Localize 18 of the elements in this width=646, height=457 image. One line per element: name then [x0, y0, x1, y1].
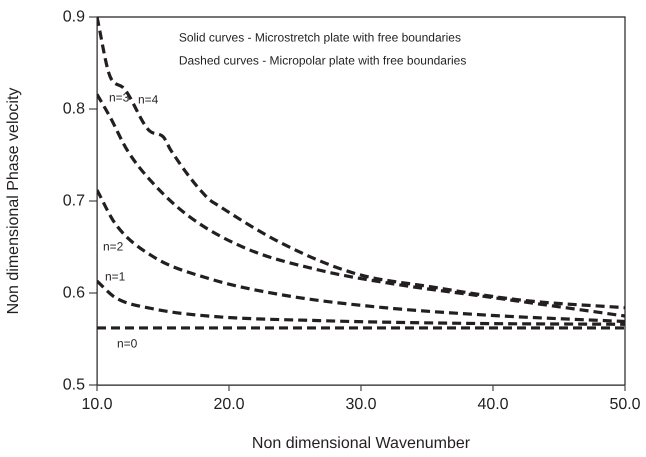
y-tick-label: 0.7: [62, 192, 86, 210]
annotation: Solid curves - Microstretch plate with free boundaries: [178, 30, 461, 44]
series-label: n=0: [117, 336, 138, 350]
y-tick-label: 0.5: [62, 376, 86, 394]
annotation: Dashed curves - Micropolar plate with free boundaries: [178, 53, 466, 68]
x-tick-label: 40.0: [477, 396, 509, 414]
series-label: n=1: [105, 269, 126, 284]
x-tick-label: 50.0: [609, 396, 641, 414]
x-tick-label: 30.0: [345, 396, 377, 414]
y-tick-label: 0.6: [62, 284, 86, 302]
x-tick-label: 10.0: [81, 396, 113, 414]
series-label: n=2: [103, 239, 124, 254]
y-tick-label: 0.8: [62, 100, 86, 118]
series-label: n=4: [138, 92, 159, 106]
y-axis-title: Non dimensional Phase velocity: [5, 88, 22, 314]
y-tick-label: 0.9: [62, 8, 86, 26]
x-axis-title: Non dimensional Wavenumber: [252, 434, 471, 452]
x-tick-label: 20.0: [213, 396, 245, 414]
